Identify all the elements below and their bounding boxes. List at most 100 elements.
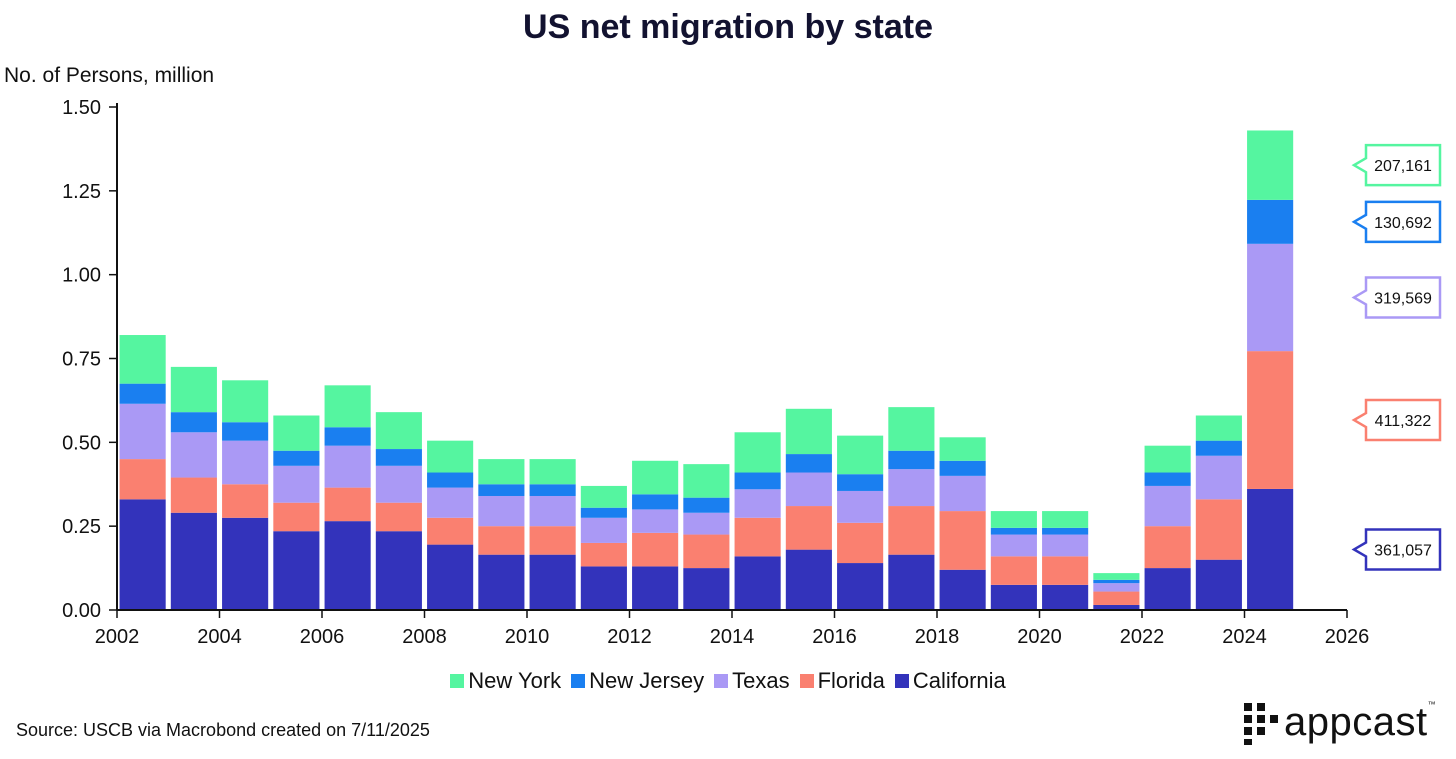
bar-new-york [888,407,935,451]
bar-new-york [375,412,422,450]
legend-item-texas: Texas [714,668,790,694]
legend-label: Florida [817,668,885,693]
end-label-box-california [1351,528,1442,571]
x-tick-label: 2012 [607,626,652,648]
legend-swatch [894,674,909,688]
bar-new-jersey [632,494,679,510]
end-label-box-new-york [1351,143,1442,187]
end-label-california: 361,057 [1374,542,1432,559]
bar-texas [785,472,832,507]
bar-california [837,563,884,610]
y-tick-label: 1.00 [62,265,101,287]
legend-item-new-york: New York [450,668,561,694]
end-label-new-jersey: 130,692 [1374,215,1432,232]
bar-california [1093,604,1140,610]
x-tick-label: 2022 [1120,626,1165,648]
bar-new-jersey [1093,579,1140,584]
bar-florida [375,502,422,532]
bar-texas [529,495,576,527]
bar-texas [375,465,422,503]
end-label-texas: 319,569 [1374,290,1432,307]
bar-california [734,556,781,610]
bar-new-york [324,385,371,428]
bar-new-jersey [375,449,422,466]
legend-swatch [571,674,586,688]
bar-texas [1247,243,1294,352]
bar-california [1042,584,1089,610]
bar-texas [119,403,166,460]
bar-florida [837,522,884,564]
bar-new-york [580,485,627,508]
legend-label: Texas [732,668,790,693]
bar-new-jersey [478,484,525,496]
bar-new-jersey [734,472,781,490]
bar-new-jersey [888,450,935,470]
bar-new-york [785,408,832,455]
bar-florida [734,517,781,557]
bar-florida [785,506,832,550]
bar-new-jersey [222,422,269,441]
bar-new-jersey [785,454,832,473]
end-label-florida: 411,322 [1375,413,1432,430]
bar-california [222,517,269,610]
bar-texas [1093,583,1140,592]
x-tick-label: 2026 [1325,626,1370,648]
bar-florida [1093,591,1140,605]
bar-florida [580,542,627,567]
bar-new-york [1195,415,1242,441]
bar-new-jersey [170,412,217,433]
y-tick-label: 0.25 [62,516,101,538]
x-tick-label: 2008 [402,626,447,648]
appcast-logo: appcast™ [1244,700,1436,745]
bar-florida [1247,351,1294,489]
bar-florida [939,511,986,570]
bar-new-york [1247,130,1294,200]
bar-florida [1195,499,1242,560]
bar-texas [1144,485,1191,527]
bar-new-york [939,437,986,461]
bar-texas [888,469,935,507]
bar-florida [273,502,320,532]
bar-florida [1144,526,1191,569]
bar-florida [324,487,371,522]
legend-label: New Jersey [589,668,705,693]
end-label-box-texas [1351,276,1442,319]
logo-text: appcast™ [1284,700,1437,744]
bar-new-jersey [580,507,627,518]
bar-california [170,512,217,610]
bar-texas [1042,534,1089,557]
bar-california [529,554,576,610]
x-tick-label: 2004 [197,626,242,648]
x-tick-label: 2024 [1222,626,1267,648]
bar-texas [427,487,474,518]
bar-new-jersey [1247,199,1294,244]
bar-florida [683,534,730,569]
legend-swatch [450,674,465,688]
y-tick-label: 0.75 [62,349,101,371]
bar-new-jersey [529,484,576,496]
bar-california [324,521,371,610]
bar-texas [170,432,217,478]
bar-new-york [734,432,781,473]
bar-new-york [119,335,166,384]
bar-florida [1042,556,1089,585]
bar-florida [529,526,576,555]
bar-new-jersey [324,427,371,446]
bar-new-york [529,459,576,485]
y-tick-label: 0.50 [62,432,101,454]
bar-new-york [1144,445,1191,473]
bar-new-york [273,415,320,451]
legend-label: California [912,668,1006,693]
bar-florida [478,526,525,555]
y-tick-label: 0.00 [62,600,101,622]
appcast-logo-icon [1244,702,1278,745]
bar-florida [119,459,166,500]
bar-new-york [170,366,217,413]
legend-swatch [799,674,814,688]
bar-texas [273,465,320,503]
bar-florida [222,484,269,518]
bar-california [375,531,422,610]
legend-item-california: California [894,668,1006,694]
bar-new-york [1042,511,1089,528]
bar-florida [427,517,474,545]
